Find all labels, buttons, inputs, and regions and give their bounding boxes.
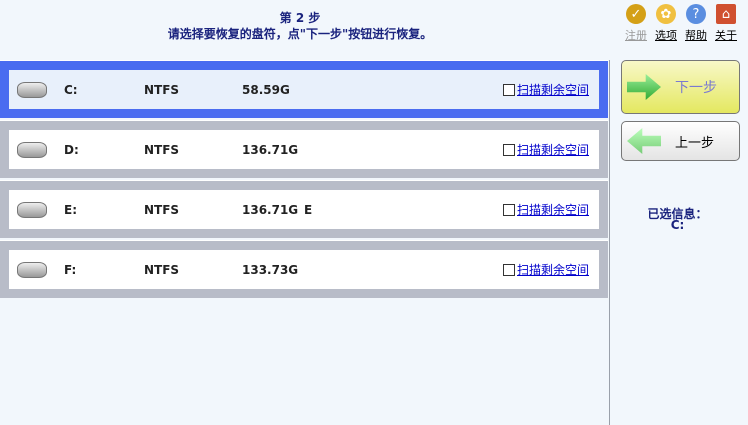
register-button[interactable]: ✓ 注册 bbox=[624, 4, 648, 43]
scan-free-space-link[interactable]: 扫描剩余空间 bbox=[516, 143, 589, 157]
instruction-text: 请选择要恢复的盘符，点"下一步"按钮进行恢复。 bbox=[167, 27, 433, 41]
help-label: 帮助 bbox=[685, 29, 707, 42]
scan-free-space-link[interactable]: 扫描剩余空间 bbox=[516, 83, 589, 97]
scan-free-space-checkbox[interactable] bbox=[502, 143, 515, 156]
drive-filesystem: NTFS bbox=[144, 202, 180, 217]
options-button[interactable]: ✿ 选项 bbox=[654, 4, 678, 43]
drive-letter: D: bbox=[64, 142, 79, 157]
toolbar: ✓ 注册 ✿ 选项 ? 帮助 ⌂ 关于 bbox=[624, 4, 738, 43]
drive-row-c[interactable]: C: NTFS 58.59G 扫描剩余空间 bbox=[0, 60, 608, 118]
drive-filesystem: NTFS bbox=[144, 262, 180, 277]
home-icon: ⌂ bbox=[716, 4, 736, 24]
drive-filesystem: NTFS bbox=[144, 142, 180, 157]
drive-size: 133.73G bbox=[242, 262, 299, 277]
register-label: 注册 bbox=[625, 29, 647, 42]
drive-row-d[interactable]: D: NTFS 136.71G 扫描剩余空间 bbox=[0, 120, 608, 178]
drive-filesystem: NTFS bbox=[144, 82, 180, 97]
help-icon: ? bbox=[686, 4, 706, 24]
scan-free-space-checkbox[interactable] bbox=[502, 203, 515, 216]
arrow-left-icon bbox=[627, 128, 661, 154]
step-title: 第 2 步 bbox=[279, 11, 321, 25]
previous-step-label: 上一步 bbox=[675, 135, 715, 151]
options-label: 选项 bbox=[655, 29, 677, 42]
drive-list: C: NTFS 58.59G 扫描剩余空间 D: NTFS 136.71G 扫描… bbox=[0, 60, 610, 425]
drive-size: 58.59G bbox=[242, 82, 290, 97]
arrow-right-icon bbox=[627, 74, 661, 100]
cart-icon: ✓ bbox=[626, 4, 646, 24]
drive-row-e[interactable]: E: NTFS 136.71G E 扫描剩余空间 bbox=[0, 180, 608, 238]
hard-disk-icon bbox=[17, 81, 47, 98]
drive-letter: C: bbox=[64, 82, 78, 97]
drive-letter: F: bbox=[64, 262, 77, 277]
about-label: 关于 bbox=[715, 29, 737, 42]
hard-disk-icon bbox=[17, 261, 47, 278]
scan-free-space-checkbox[interactable] bbox=[502, 83, 515, 96]
scan-free-space-checkbox[interactable] bbox=[502, 263, 515, 276]
help-button[interactable]: ? 帮助 bbox=[684, 4, 708, 43]
selected-info-value: C: bbox=[670, 218, 685, 232]
hard-disk-icon bbox=[17, 141, 47, 158]
previous-step-button[interactable]: 上一步 bbox=[621, 121, 740, 161]
drive-row-f[interactable]: F: NTFS 133.73G 扫描剩余空间 bbox=[0, 240, 608, 298]
next-step-button[interactable]: 下一步 bbox=[621, 60, 740, 114]
drive-letter: E: bbox=[64, 202, 77, 217]
scan-free-space-link[interactable]: 扫描剩余空间 bbox=[516, 263, 589, 277]
about-button[interactable]: ⌂ 关于 bbox=[714, 4, 738, 43]
drive-label: E bbox=[304, 202, 313, 217]
scan-free-space-link[interactable]: 扫描剩余空间 bbox=[516, 203, 589, 217]
drive-size: 136.71G bbox=[242, 142, 299, 157]
next-step-label: 下一步 bbox=[675, 80, 717, 96]
selected-info-label: 已选信息： bbox=[647, 207, 708, 221]
drive-size: 136.71G bbox=[242, 202, 299, 217]
gear-icon: ✿ bbox=[656, 4, 676, 24]
hard-disk-icon bbox=[17, 201, 47, 218]
